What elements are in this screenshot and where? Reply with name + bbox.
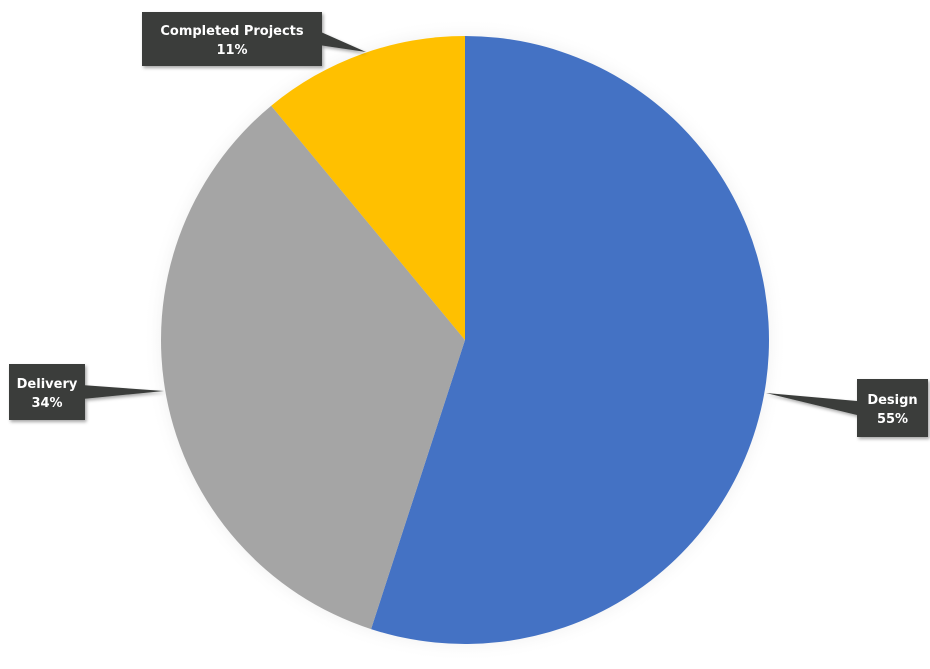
callout-design: Design 55% <box>766 379 928 437</box>
pie-slice-completed-projects <box>271 36 465 340</box>
slice-label: Completed Projects <box>160 24 304 39</box>
callout-pointer <box>322 32 366 52</box>
callout-pointer <box>766 393 857 415</box>
slice-label: Design <box>867 393 917 408</box>
callout-box <box>9 364 85 420</box>
slice-label: Delivery <box>17 377 78 392</box>
slice-percentage: 11% <box>216 43 247 58</box>
slice-percentage: 55% <box>877 412 908 427</box>
pie-slice-delivery <box>160 105 465 630</box>
callout-pointer <box>85 385 164 399</box>
data-labels: Design 55% Delivery 34% Completed Projects 11… <box>9 12 928 437</box>
callout-delivery: Delivery 34% <box>9 364 164 420</box>
pie-slice-design <box>371 36 770 644</box>
callout-completed-projects: Completed Projects 11% <box>142 12 366 66</box>
callout-box <box>142 12 322 66</box>
slice-percentage: 34% <box>31 396 62 411</box>
pie-slices <box>160 36 770 644</box>
callout-box <box>857 379 928 437</box>
